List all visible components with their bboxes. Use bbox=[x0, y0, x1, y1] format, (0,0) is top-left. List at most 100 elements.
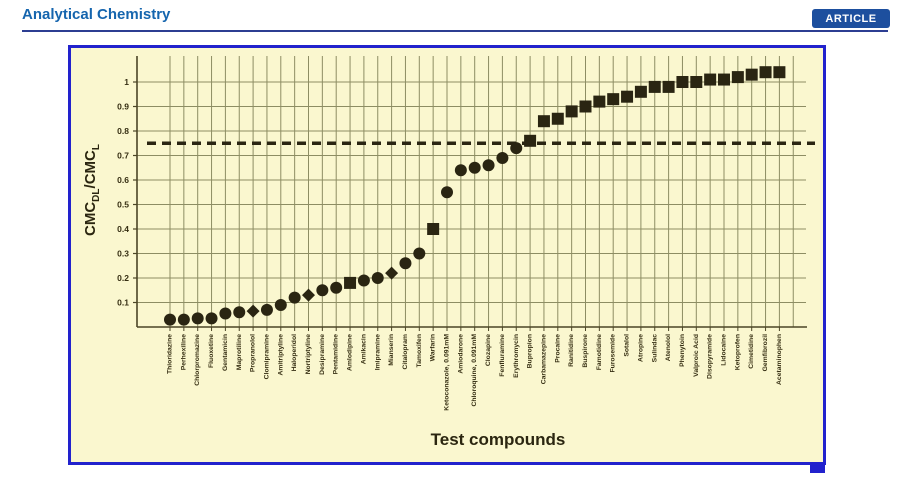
data-point bbox=[551, 112, 564, 125]
journal-title: Analytical Chemistry bbox=[22, 6, 171, 23]
data-point bbox=[524, 134, 537, 147]
x-tick-label: Fluoxetine bbox=[208, 334, 215, 368]
y-tick-label: 1 bbox=[124, 77, 129, 87]
x-tick-label: Clozapine bbox=[485, 334, 492, 366]
x-tick-label: Atropine bbox=[637, 334, 644, 362]
data-point bbox=[496, 151, 509, 164]
x-axis-title-text: Test compounds bbox=[431, 430, 566, 449]
data-point bbox=[177, 313, 190, 326]
x-tick-label: Bupropion bbox=[527, 334, 534, 368]
x-tick-label: Tamoxifen bbox=[416, 334, 423, 368]
data-point bbox=[371, 272, 384, 284]
data-point bbox=[246, 304, 260, 318]
data-point bbox=[288, 291, 301, 304]
x-tick-label: Fenfluramine bbox=[499, 334, 506, 377]
data-point bbox=[579, 100, 592, 113]
figure-panel: 0.1 0.2 0.3 0.4 0.5 0.6 0.7 0.8 0.9 1 Thioridazine… bbox=[68, 45, 826, 465]
x-tick-label: Furosemide bbox=[610, 334, 617, 373]
x-tick-label: Sotalol bbox=[624, 334, 631, 357]
x-tick-label: Disopyramide bbox=[707, 334, 714, 379]
data-point bbox=[413, 247, 426, 260]
x-axis-title: Test compounds bbox=[431, 430, 566, 449]
x-tick-label: Buspirone bbox=[582, 334, 589, 368]
y-axis-title: CMCDL/CMCL bbox=[82, 144, 102, 236]
y-tick-label: 0.5 bbox=[117, 200, 129, 210]
y-tick-label: 0.4 bbox=[117, 224, 129, 234]
y-tick-label: 0.6 bbox=[117, 175, 129, 185]
x-tick-label: Carbamazepine bbox=[540, 334, 547, 384]
x-tick-label: Mianserin bbox=[388, 334, 395, 366]
data-point bbox=[745, 68, 758, 81]
x-tick-label: Procaine bbox=[554, 334, 561, 363]
data-point bbox=[399, 257, 412, 270]
x-tick-label: Gentamicin bbox=[222, 334, 229, 371]
data-point bbox=[274, 298, 287, 311]
data-point bbox=[648, 80, 661, 93]
data-point bbox=[441, 186, 453, 199]
x-tick-label: Haloperidol bbox=[291, 334, 298, 371]
gridlines bbox=[137, 56, 806, 327]
x-tick-label: Chloroquine, 0.091mM bbox=[471, 334, 478, 407]
x-tick-label: Ketoconazole, 0.091mM bbox=[444, 334, 451, 411]
data-point bbox=[690, 76, 703, 88]
y-tick-label: 0.7 bbox=[117, 151, 129, 161]
x-tick-label: Sulindac bbox=[651, 334, 658, 363]
data-point bbox=[344, 276, 357, 289]
x-tick-label: Cimetidine bbox=[748, 334, 755, 369]
data-point bbox=[260, 303, 273, 316]
data-point bbox=[510, 142, 523, 155]
x-tick-label: Valproic Acid bbox=[693, 334, 700, 377]
x-tick-label: Amikacin bbox=[360, 334, 367, 364]
data-point bbox=[468, 161, 481, 174]
data-point bbox=[482, 159, 495, 172]
x-tick-label: Desipramine bbox=[319, 334, 326, 375]
data-points bbox=[164, 66, 786, 326]
y-tick-label: 0.2 bbox=[117, 273, 129, 283]
x-tick-label: Propranolol bbox=[250, 334, 257, 372]
x-tick-label: Clomipramine bbox=[263, 334, 270, 380]
y-axis-title-text: CMCDL/CMCL bbox=[82, 144, 102, 236]
x-tick-label: Atenolol bbox=[665, 334, 672, 361]
data-point bbox=[537, 115, 550, 128]
data-point bbox=[621, 90, 634, 103]
x-tick-label: Imipramine bbox=[374, 334, 381, 370]
x-tick-label: Phenytoin bbox=[679, 334, 686, 367]
y-tick-label: 0.1 bbox=[117, 298, 129, 308]
x-tick-label: Amiodarone bbox=[457, 334, 464, 374]
data-point bbox=[759, 66, 772, 79]
x-tick-label: Amlodipine bbox=[347, 334, 354, 371]
cmc-ratio-scatter-chart: 0.1 0.2 0.3 0.4 0.5 0.6 0.7 0.8 0.9 1 Thioridazine… bbox=[82, 56, 815, 449]
data-point bbox=[718, 73, 730, 86]
x-tick-label: Amitriptyline bbox=[277, 334, 284, 376]
data-point bbox=[164, 313, 176, 326]
data-point bbox=[427, 223, 440, 235]
x-tick-label: Lidocaine bbox=[721, 334, 728, 366]
x-tick-label: Famotidine bbox=[596, 334, 603, 370]
x-tick-label: Perhexiline bbox=[180, 334, 187, 370]
data-point bbox=[593, 95, 606, 108]
data-point bbox=[330, 281, 343, 294]
x-tick-label: Maprotiline bbox=[236, 334, 243, 370]
x-tick-label: Erythromycin bbox=[513, 334, 520, 378]
data-point bbox=[219, 307, 232, 320]
data-point bbox=[704, 73, 717, 86]
data-point bbox=[607, 93, 620, 106]
data-point bbox=[773, 66, 786, 79]
data-point bbox=[454, 164, 467, 177]
figure-border-notch bbox=[810, 462, 825, 473]
y-tick-label: 0.9 bbox=[117, 102, 129, 112]
data-point bbox=[233, 306, 246, 319]
header-divider bbox=[22, 30, 888, 32]
axes bbox=[136, 56, 807, 328]
data-point bbox=[662, 80, 675, 93]
data-point bbox=[634, 85, 647, 98]
data-point bbox=[676, 76, 689, 88]
x-tick-label: Pentamidine bbox=[333, 334, 340, 375]
data-point bbox=[357, 274, 370, 287]
data-point bbox=[205, 312, 218, 325]
data-point bbox=[301, 288, 316, 302]
x-tick-label: Nortriptyline bbox=[305, 334, 312, 375]
y-tick-labels: 0.1 0.2 0.3 0.4 0.5 0.6 0.7 0.8 0.9 1 bbox=[117, 77, 137, 308]
x-tick-label: Chlorpromazine bbox=[194, 334, 201, 386]
figure-border-gap bbox=[794, 465, 808, 469]
